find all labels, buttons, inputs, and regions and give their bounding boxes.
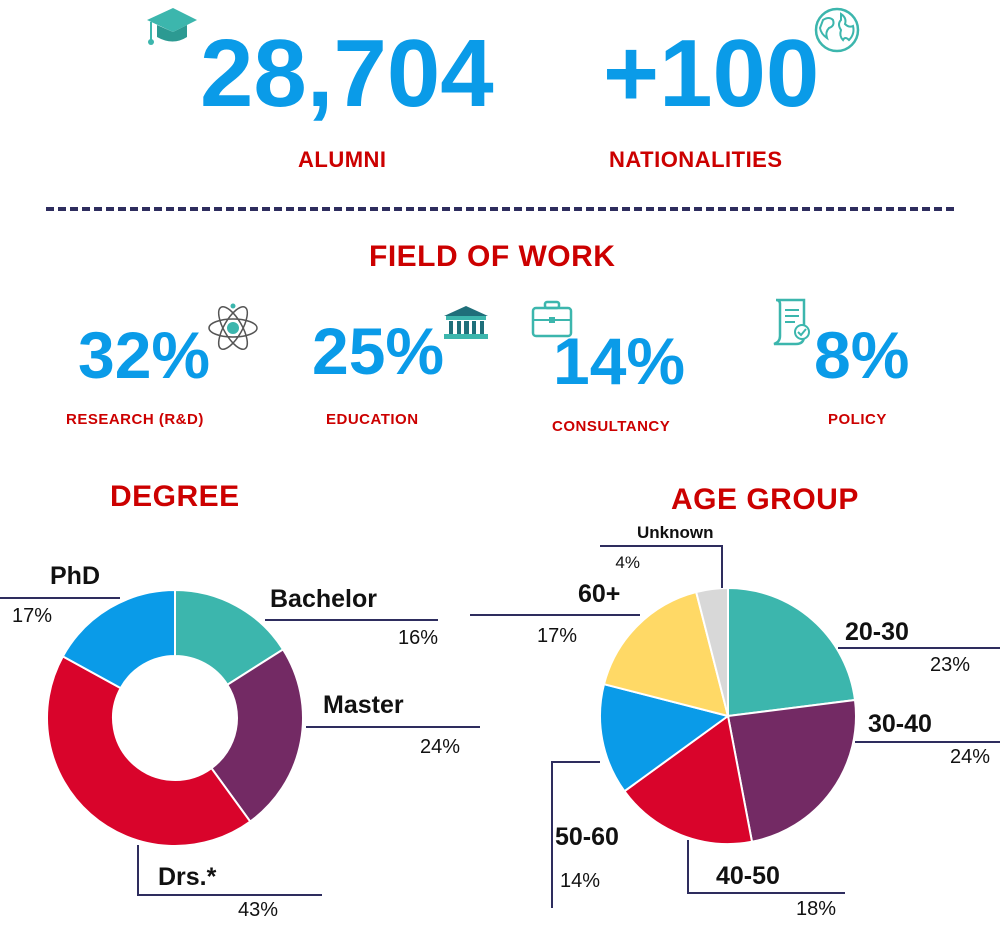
document-icon [768,296,814,348]
atom-icon [205,300,261,356]
degree-value-phd: 17% [12,605,52,627]
age-chart-title: AGE GROUP [671,483,859,516]
degree-slice-drs [46,654,252,847]
age-slice-60 [602,590,730,718]
age-label-50-60: 50-60 [555,823,619,851]
age-slice-30-40 [726,698,857,843]
age-label-20-30: 20-30 [845,618,909,646]
degree-label-master: Master [323,691,404,719]
age-label-unknown: Unknown [637,523,714,542]
age-label-40-50: 40-50 [716,862,780,890]
age-value-30-40: 24% [950,746,990,768]
degree-value-master: 24% [420,736,460,758]
age-value-50-60: 14% [560,870,600,892]
degree-label-phd: PhD [50,562,100,590]
degree-slice-master [210,648,304,823]
nationalities-label: NATIONALITIES [609,147,783,172]
degree-callout-drs [137,845,322,896]
degree-label-drs: Drs.* [158,863,217,891]
age-slice-unknown [694,586,729,717]
building-icon [442,306,490,340]
degree-slice-phd [61,588,176,690]
graduation-cap-icon [143,4,199,52]
age-value-20-30: 23% [930,654,970,676]
degree-label-bachelor: Bachelor [270,585,377,613]
alumni-count: 28,704 [200,20,494,127]
field-policy-value: 8% [814,318,910,392]
field-policy-label: POLICY [828,411,887,428]
age-slice-40-50 [623,714,754,845]
age-value-40-50: 18% [796,898,836,920]
field-of-work-title: FIELD OF WORK [369,240,616,273]
degree-value-bachelor: 16% [398,627,438,649]
alumni-label: ALUMNI [298,147,387,172]
field-consultancy-label: CONSULTANCY [552,418,671,435]
nationalities-count: +100 [603,20,820,127]
age-value-unknown: 4% [615,553,640,572]
section-divider [46,207,954,211]
degree-chart-title: DEGREE [110,480,240,513]
age-label-60: 60+ [578,580,620,608]
age-slice-50-60 [599,682,731,793]
age-callout-40-50 [687,840,845,894]
age-callout-unknown [600,545,723,588]
briefcase-icon [530,298,576,340]
age-callout-50-60 [551,761,600,908]
age-slice-20-30 [727,586,857,718]
field-education-value: 25% [312,314,445,388]
field-education-label: EDUCATION [326,411,419,428]
age-label-30-40: 30-40 [868,710,932,738]
degree-value-drs: 43% [238,899,278,921]
field-research-label: RESEARCH (R&D) [66,411,204,428]
globe-icon [813,6,861,54]
field-consultancy-value: 14% [553,324,686,398]
age-value-60: 17% [537,625,577,647]
field-research-value: 32% [78,318,211,392]
